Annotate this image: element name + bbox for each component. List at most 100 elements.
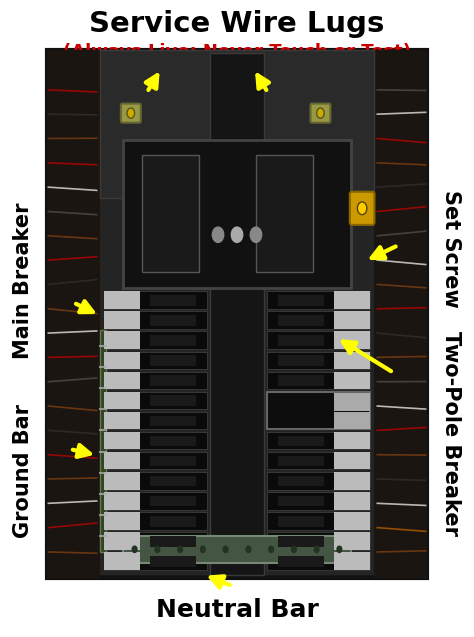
FancyArrowPatch shape [146,75,157,90]
Circle shape [127,108,135,118]
Bar [374,50,427,578]
FancyArrowPatch shape [372,247,396,258]
Bar [334,371,370,389]
Bar [278,335,324,346]
Bar [278,315,324,326]
Bar [104,533,207,550]
Bar [104,352,207,369]
Bar [267,432,370,449]
Bar [334,512,370,530]
Bar [278,375,324,386]
FancyBboxPatch shape [350,192,374,225]
Bar [334,291,370,309]
Bar [104,371,207,389]
Bar [334,311,370,329]
Bar [47,50,100,578]
Bar [334,533,370,550]
Bar [104,492,207,510]
Bar [334,552,370,570]
Bar [123,140,351,288]
Bar [278,415,324,426]
Bar [278,556,324,567]
Bar [104,291,207,309]
FancyBboxPatch shape [310,104,330,123]
Bar [104,533,140,550]
Circle shape [212,227,224,243]
Bar [150,476,196,487]
Bar [267,371,370,389]
Bar [104,472,140,490]
Bar [334,412,370,429]
Circle shape [317,108,324,118]
Bar [267,552,370,570]
Bar [104,311,140,329]
Bar [150,536,196,547]
Bar [278,536,324,547]
Circle shape [357,202,367,215]
Bar [150,556,196,567]
Bar [142,155,199,272]
Circle shape [223,546,228,552]
FancyArrowPatch shape [343,341,391,371]
Bar [267,412,370,429]
Bar [267,533,370,550]
Bar [334,394,370,411]
Text: Main Breaker: Main Breaker [13,202,33,359]
Bar [150,496,196,506]
Text: Neutral Bar: Neutral Bar [155,598,319,622]
Bar [278,355,324,366]
Circle shape [246,546,251,552]
Bar [256,155,313,272]
Bar [104,512,140,530]
Bar [278,516,324,527]
Circle shape [155,546,160,552]
Bar [150,396,196,406]
Bar [104,371,140,389]
Bar [123,536,351,562]
Bar [267,512,370,530]
Bar [278,295,324,306]
Bar [104,452,207,469]
Bar [104,331,207,349]
Bar [104,492,140,510]
Bar [278,496,324,506]
Bar [104,311,207,329]
FancyArrowPatch shape [73,445,90,457]
Bar [104,552,207,570]
Bar [150,375,196,386]
Bar [150,455,196,466]
Bar [150,355,196,366]
FancyArrowPatch shape [76,301,93,312]
Bar [104,512,207,530]
Bar [104,552,140,570]
Bar [334,352,370,369]
Bar [334,392,370,409]
Text: Set Screw: Set Screw [441,190,461,307]
Circle shape [132,546,137,552]
Bar [267,291,370,309]
Bar [104,412,140,429]
Bar [50,53,424,575]
Bar [104,392,140,409]
Bar [278,436,324,446]
Circle shape [178,546,182,552]
Bar [150,315,196,326]
Bar [104,432,207,449]
Bar [104,331,140,349]
Bar [150,335,196,346]
Bar [278,396,324,406]
Bar [267,352,370,369]
Circle shape [231,227,243,243]
Bar [47,50,427,578]
Bar [267,492,370,510]
Bar [150,415,196,426]
Bar [210,53,264,575]
Circle shape [314,546,319,552]
Bar [278,455,324,466]
Bar [267,392,370,409]
Bar [267,452,370,469]
Bar [100,50,374,197]
Circle shape [269,546,273,552]
Bar [334,452,370,469]
Bar [278,476,324,487]
